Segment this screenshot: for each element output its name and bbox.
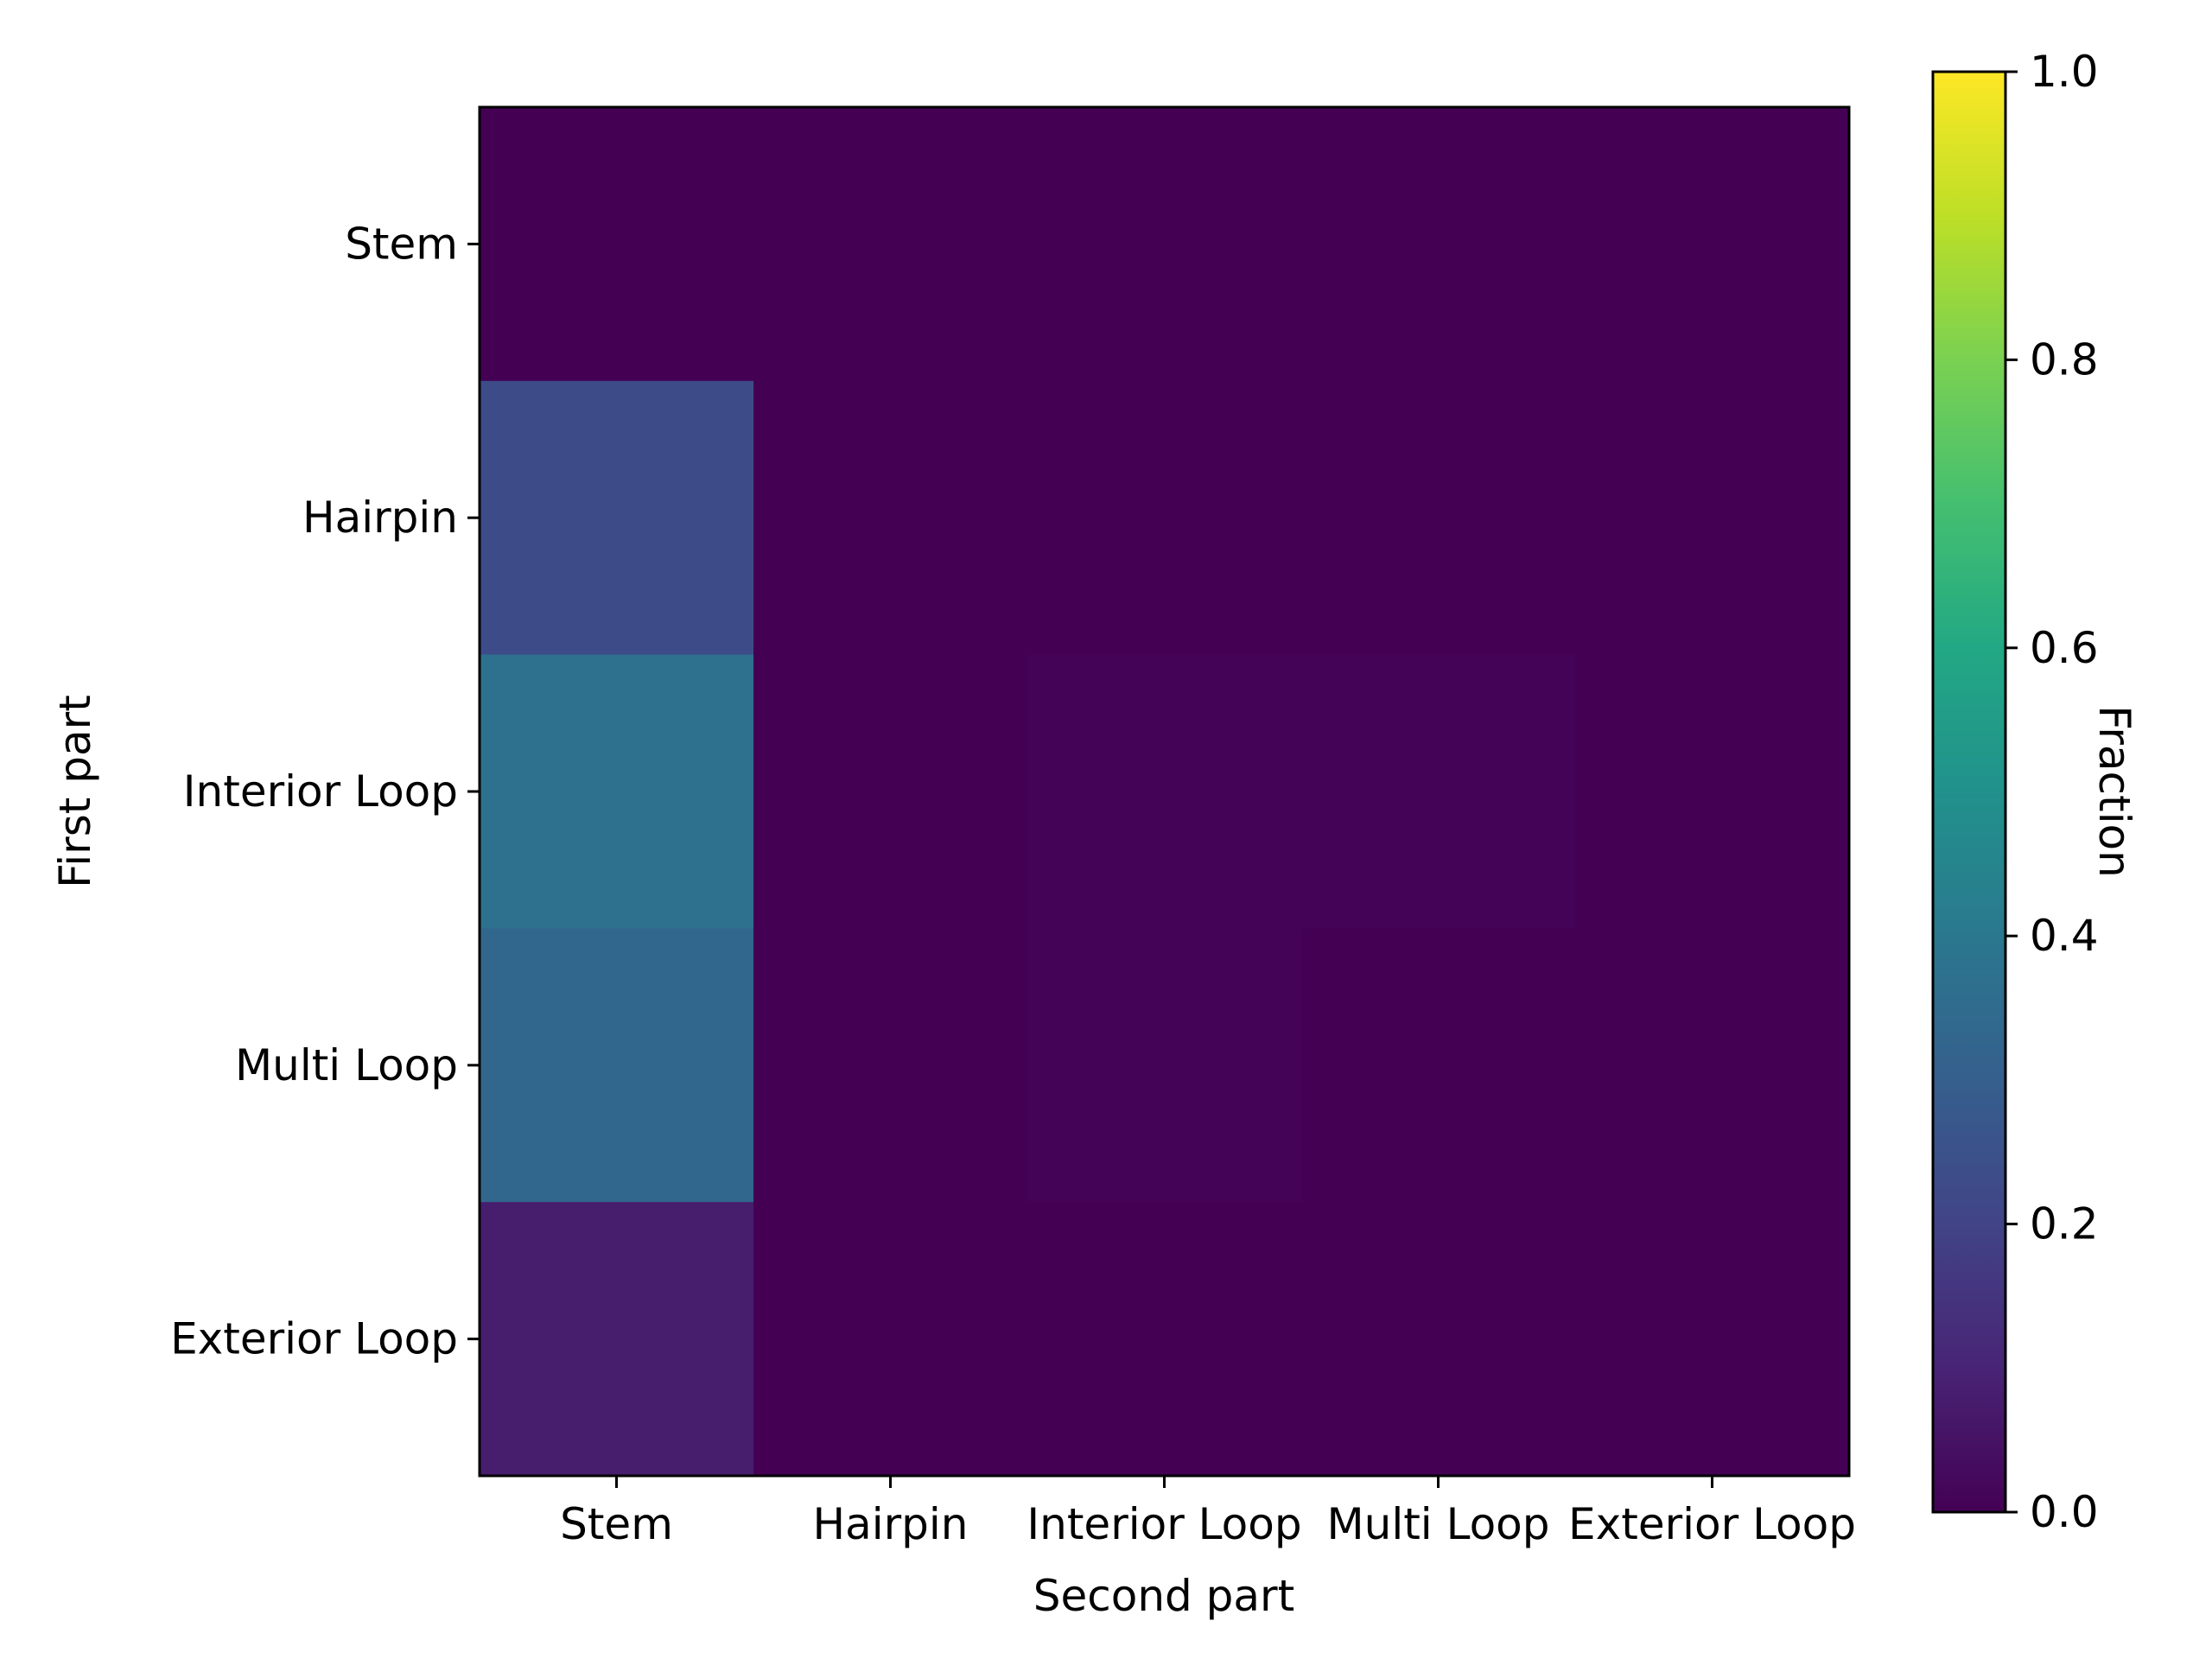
x-tick-label: Hairpin	[812, 1499, 968, 1549]
x-tick-label: Interior Loop	[1027, 1499, 1301, 1549]
colorbar-frame	[1931, 70, 2007, 1514]
colorbar-tick-label: 0.8	[2030, 334, 2099, 385]
x-axis-ticks: Stem Hairpin Interior Loop Multi Loop Exteri…	[560, 1476, 1856, 1549]
y-tick-label: Stem	[345, 219, 458, 269]
heatmap-cell	[1027, 380, 1302, 656]
heatmap-cell	[753, 654, 1028, 929]
heatmap-cell	[1027, 107, 1302, 382]
heatmap-cell	[480, 107, 754, 382]
heatmap-cell	[1575, 107, 1850, 382]
y-axis-label: First part	[50, 695, 100, 888]
colorbar-label: Fraction	[2089, 705, 2139, 878]
heatmap-cell	[1027, 654, 1302, 929]
heatmap-cell	[1575, 654, 1850, 929]
heatmap-cell	[753, 380, 1028, 656]
colorbar-tick-label: 0.0	[2030, 1487, 2099, 1537]
heatmap-cell	[1301, 1202, 1576, 1477]
y-tick-label: Hairpin	[302, 493, 458, 543]
x-tick-label: Multi Loop	[1326, 1499, 1549, 1549]
heatmap-cell	[753, 928, 1028, 1203]
heatmap-cell	[1301, 654, 1576, 929]
y-tick-label: Exterior Loop	[170, 1314, 458, 1364]
colorbar-tick-label: 0.4	[2030, 911, 2099, 961]
y-axis-ticks: Stem Hairpin Interior Loop Multi Loop Exteri…	[170, 219, 480, 1364]
colorbar	[1933, 72, 2005, 1512]
heatmap-cell	[480, 654, 754, 929]
heatmap-cell	[753, 107, 1028, 382]
colorbar-tick-label: 0.2	[2030, 1199, 2099, 1249]
heatmap-cell	[1301, 107, 1576, 382]
heatmap-cell	[480, 380, 754, 656]
heatmap-cell	[753, 1202, 1028, 1477]
x-tick-label: Stem	[560, 1499, 673, 1549]
heatmap-cell	[480, 928, 754, 1203]
heatmap-cell	[1575, 1202, 1850, 1477]
y-tick-label: Multi Loop	[235, 1040, 458, 1090]
heatmap-cell	[1575, 380, 1850, 656]
heatmap-cell	[1301, 380, 1576, 656]
x-axis-label: Second part	[1033, 1571, 1294, 1621]
x-tick-label: Exterior Loop	[1568, 1499, 1856, 1549]
colorbar-tick-label: 0.6	[2030, 623, 2099, 673]
heatmap-cell	[1301, 928, 1576, 1203]
heatmap-cell	[1575, 928, 1850, 1203]
heatmap-cell	[1027, 1202, 1302, 1477]
heatmap-cell	[1027, 928, 1302, 1203]
y-tick-label: Interior Loop	[183, 766, 458, 817]
colorbar-tick-label: 1.0	[2030, 47, 2099, 97]
colorbar-ticks: 0.0 0.2 0.4 0.6 0.8 1.0	[2005, 47, 2099, 1537]
heatmap-cell	[480, 1202, 754, 1477]
heatmap-cells	[480, 107, 1850, 1477]
